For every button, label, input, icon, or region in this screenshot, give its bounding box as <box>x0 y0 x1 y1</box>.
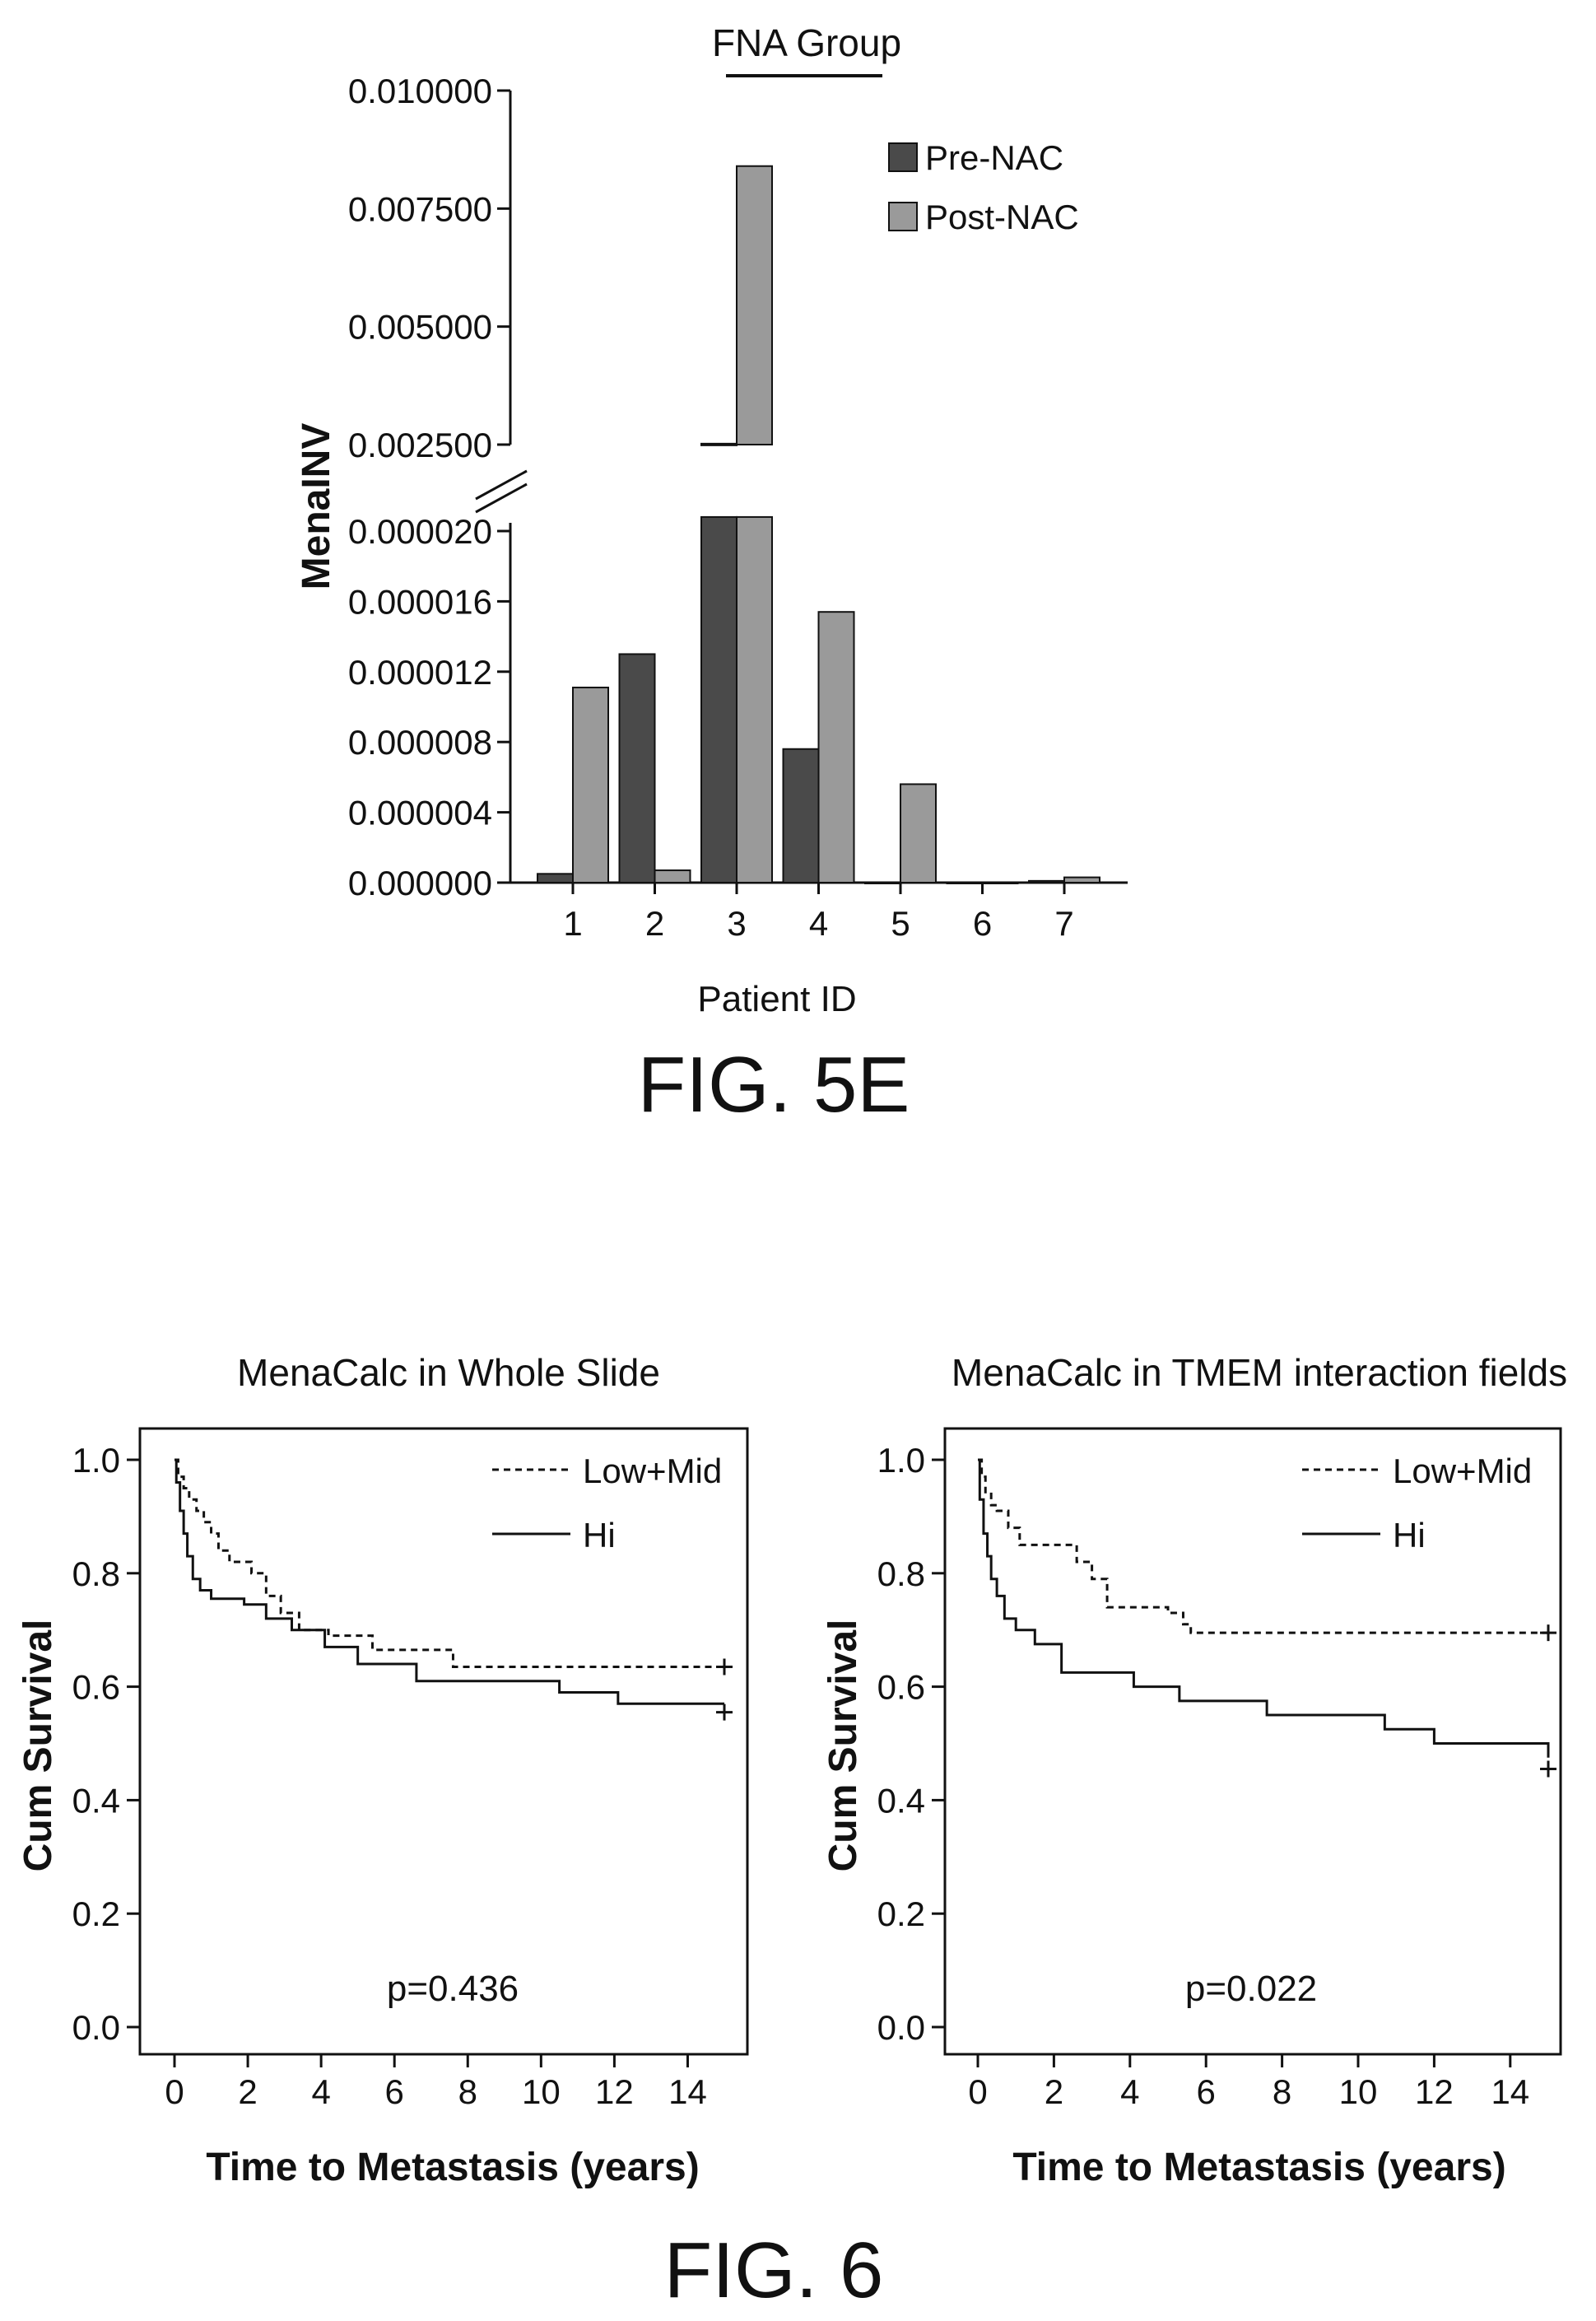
fig-5e-bar <box>782 748 820 883</box>
fig-5e-bar <box>700 515 738 883</box>
km-plot-frame <box>943 1427 1562 2056</box>
fig-5e-bar <box>1028 879 1065 883</box>
km-curve-hi <box>978 1458 1550 1758</box>
fig-5e-legend-swatch <box>888 142 918 172</box>
fig-5e-xlabel: Patient ID <box>697 979 856 1019</box>
fig-6-caption: FIG. 6 <box>664 2226 884 2314</box>
fig-5e-bar <box>572 687 609 884</box>
km-x-tick-label: 6 <box>385 2072 404 2111</box>
km-x-tick-label: 2 <box>238 2072 257 2111</box>
km-y-tick-label: 0.4 <box>72 1781 120 1820</box>
km-curve-low-mid <box>978 1458 1548 1634</box>
km-curve-low-mid <box>174 1458 724 1668</box>
fig-5e-x-tick-label: 7 <box>1054 904 1073 943</box>
fig-5e-ylabel: MenaINV <box>295 423 338 590</box>
km-x-tick-label: 14 <box>1491 2072 1529 2111</box>
km-x-tick-label: 2 <box>1045 2072 1063 2111</box>
fig-5e-y-tick-label: 0.010000 <box>348 72 492 110</box>
km-right-title: MenaCalc in TMEM interaction fields <box>952 1351 1567 1394</box>
km-y-tick-label: 0.6 <box>877 1668 925 1707</box>
fig-5e-legend-label: Pre-NAC <box>925 138 1063 177</box>
km-legend-label: Hi <box>583 1516 616 1554</box>
km-y-tick-label: 0.4 <box>877 1781 925 1820</box>
km-right-ylabel: Cum Survival <box>821 1620 865 1872</box>
km-x-tick-label: 0 <box>165 2072 184 2111</box>
fig-5e-y-tick-label: 0.000012 <box>348 653 492 692</box>
fig-5e-y-tick-label: 0.000020 <box>348 512 492 551</box>
fig-5e-bar <box>900 783 937 883</box>
km-x-tick-label: 12 <box>595 2072 634 2111</box>
km-y-tick-label: 0.0 <box>72 2008 120 2047</box>
km-panel-whole-slide: MenaCalc in Whole Slide Cum Survival Tim… <box>16 1351 749 2189</box>
km-left-title: MenaCalc in Whole Slide <box>237 1351 660 1394</box>
km-right-xlabel: Time to Metastasis (years) <box>1012 2146 1505 2189</box>
km-x-tick-label: 4 <box>1120 2072 1139 2111</box>
km-x-tick-label: 12 <box>1415 2072 1454 2111</box>
fig-5e-y-tick-label: 0.002500 <box>348 426 492 464</box>
fig-5e-bar-chart: FNA Group MenaINV Patient ID FIG. 5E 0.0… <box>295 21 1128 1129</box>
km-curve-hi <box>174 1458 724 1705</box>
fig-5e-bar <box>537 873 574 883</box>
fig-5e-y-tick-label: 0.007500 <box>348 189 492 228</box>
fig-5e-y-tick-label: 0.000008 <box>348 723 492 762</box>
fig-5e-y-tick-label: 0.000000 <box>348 864 492 902</box>
km-legend-label: Low+Mid <box>1393 1452 1532 1490</box>
km-y-tick-label: 0.2 <box>877 1895 925 1933</box>
fig-5e-legend-swatch <box>888 202 918 231</box>
km-y-tick-label: 0.2 <box>72 1895 120 1933</box>
fig-5e-axis-break-mark <box>475 469 528 501</box>
km-x-tick-label: 10 <box>1339 2072 1378 2111</box>
km-legend-label: Low+Mid <box>583 1452 722 1490</box>
km-x-tick-label: 8 <box>458 2072 477 2111</box>
km-y-tick-label: 1.0 <box>72 1441 120 1480</box>
km-y-tick-label: 1.0 <box>877 1441 925 1480</box>
fig-5e-legend-label: Post-NAC <box>925 198 1079 236</box>
fig-5e-bar <box>618 653 656 883</box>
fig-5e-x-tick-label: 2 <box>645 904 664 943</box>
km-x-tick-label: 10 <box>522 2072 561 2111</box>
km-right-p-value: p=0.022 <box>1185 1969 1317 2009</box>
km-left-p-value: p=0.436 <box>387 1969 519 2009</box>
km-x-tick-label: 6 <box>1197 2072 1216 2111</box>
fig-5e-caption: FIG. 5E <box>638 1041 910 1129</box>
fig-5e-y-tick-label: 0.005000 <box>348 308 492 347</box>
km-x-tick-label: 0 <box>968 2072 987 2111</box>
fig-5e-bar <box>700 442 738 446</box>
km-left-xlabel: Time to Metastasis (years) <box>206 2146 699 2189</box>
km-legend-label: Hi <box>1393 1516 1426 1554</box>
km-y-tick-label: 0.8 <box>877 1554 925 1593</box>
fig-5e-bar <box>736 165 773 445</box>
fig-5e-bar <box>654 869 691 884</box>
km-y-tick-label: 0.6 <box>72 1668 120 1707</box>
km-plot-frame <box>138 1427 749 2056</box>
fig-5e-y-tick-label: 0.000016 <box>348 582 492 621</box>
km-y-tick-label: 0.0 <box>877 2008 925 2047</box>
km-panel-tmem-fields: MenaCalc in TMEM interaction fields Cum … <box>821 1351 1567 2189</box>
km-x-tick-label: 14 <box>668 2072 707 2111</box>
km-x-tick-label: 4 <box>311 2072 330 2111</box>
fig-5e-x-tick-label: 5 <box>891 904 910 943</box>
fig-6-survival-charts: MenaCalc in Whole Slide Cum Survival Tim… <box>16 1351 1567 2314</box>
fig-5e-axis-break-mark <box>475 482 528 514</box>
fig-5e-x-tick-label: 1 <box>563 904 582 943</box>
km-y-tick-label: 0.8 <box>72 1554 120 1593</box>
fig-5e-x-tick-label: 4 <box>809 904 828 943</box>
fig-5e-x-tick-label: 6 <box>973 904 992 943</box>
fig-5e-y-tick-label: 0.000004 <box>348 794 492 832</box>
fig-5e-title: FNA Group <box>712 21 901 64</box>
km-x-tick-label: 8 <box>1273 2072 1291 2111</box>
fig-5e-x-tick-label: 3 <box>727 904 746 943</box>
fig-5e-bar <box>1063 876 1100 883</box>
fig-5e-bar <box>736 515 773 883</box>
fig-5e-bar <box>817 611 855 884</box>
km-left-ylabel: Cum Survival <box>16 1620 60 1872</box>
